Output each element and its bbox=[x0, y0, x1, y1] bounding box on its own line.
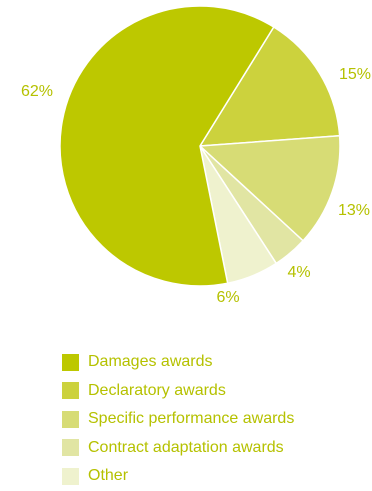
legend-swatch bbox=[62, 467, 79, 485]
legend-swatch bbox=[62, 410, 79, 428]
pie-slices bbox=[59, 5, 341, 287]
legend-swatch bbox=[62, 382, 79, 400]
legend-item: Specific performance awards bbox=[62, 405, 294, 434]
pie-slice-damages-awards bbox=[59, 5, 275, 287]
legend-label: Declaratory awards bbox=[88, 381, 226, 399]
legend-item: Other bbox=[62, 462, 294, 491]
legend-label: Contract adaptation awards bbox=[88, 438, 284, 456]
pie-value-labels: 15% 13% 4% 6% 62% bbox=[21, 66, 371, 306]
pie-slice-specific-performance-awards bbox=[199, 135, 341, 242]
legend-item: Contract adaptation awards bbox=[62, 434, 294, 463]
legend-label: Damages awards bbox=[88, 353, 213, 371]
slice-value-label: 13% bbox=[338, 202, 370, 219]
legend: Damages awards Declaratory awards Specific… bbox=[62, 348, 294, 491]
slice-value-label: 15% bbox=[339, 66, 371, 83]
slice-value-label: 4% bbox=[287, 264, 310, 281]
legend-swatch bbox=[62, 439, 79, 457]
slice-value-label: 62% bbox=[21, 83, 53, 100]
pie-slice-declaratory-awards bbox=[199, 26, 341, 147]
pie-chart: 15% 13% 4% 6% 62% bbox=[21, 5, 371, 306]
legend-label: Other bbox=[88, 467, 129, 485]
legend-label: Specific performance awards bbox=[88, 410, 295, 428]
legend-item: Damages awards bbox=[62, 348, 294, 377]
legend-item: Declaratory awards bbox=[62, 377, 294, 406]
legend-swatch bbox=[62, 353, 79, 371]
slice-value-label: 6% bbox=[216, 289, 239, 306]
